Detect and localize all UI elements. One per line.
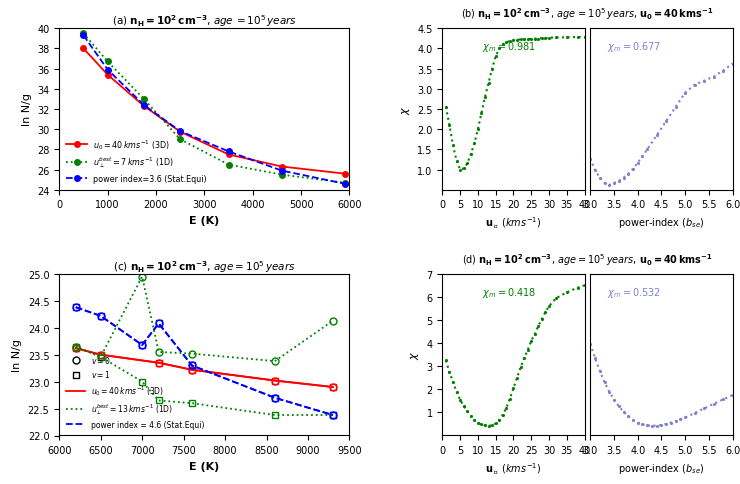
Legend: $u_0 = 40\,kms^{-1}$ (3D), $u^{best}_{\perp} = 7\,kms^{-1}$ (1D), power index=3.: $u_0 = 40\,kms^{-1}$ (3D), $u^{best}_{\p… xyxy=(63,134,210,186)
Text: $\chi_m =0.418$: $\chi_m =0.418$ xyxy=(482,286,536,300)
Y-axis label: $\chi$: $\chi$ xyxy=(400,105,411,114)
Y-axis label: ln N/g: ln N/g xyxy=(12,338,22,371)
Text: (d) $\mathbf{n_H = 10^2\,cm^{-3}}$, $\mathit{age=10^5\,years}$, $\mathbf{u_0 = 4: (d) $\mathbf{n_H = 10^2\,cm^{-3}}$, $\ma… xyxy=(462,251,713,267)
Y-axis label: $\chi$: $\chi$ xyxy=(408,350,421,360)
Title: (c) $\mathbf{n_H = 10^2\,cm^{-3}}$, $\mathit{age=10^5\,years}$: (c) $\mathbf{n_H = 10^2\,cm^{-3}}$, $\ma… xyxy=(113,258,296,274)
Text: (b) $\mathbf{n_H = 10^2\,cm^{-3}}$, $\mathit{age\,=10^5\,years}$, $\mathbf{u_0 =: (b) $\mathbf{n_H = 10^2\,cm^{-3}}$, $\ma… xyxy=(461,6,713,22)
Text: $\chi_m =0.981$: $\chi_m =0.981$ xyxy=(482,40,536,54)
Legend: $v=0$, $v=1$, $u_0 = 40\,kms^{-1}$ (3D), $u^{best}_{\perp} = 13\,kms^{-1}$ (1D),: $v=0$, $v=1$, $u_0 = 40\,kms^{-1}$ (3D),… xyxy=(63,351,208,432)
X-axis label: power-index $(b_{se})$: power-index $(b_{se})$ xyxy=(618,461,704,475)
X-axis label: E (K): E (K) xyxy=(189,461,220,471)
X-axis label: $\mathbf{u_{\perp}}$ $(\mathit{kms^{-1}})$: $\mathbf{u_{\perp}}$ $(\mathit{kms^{-1}}… xyxy=(485,461,542,476)
Title: (a) $\mathbf{n_H = 10^2\,cm^{-3}}$, $\mathit{age\,=10^5\,years}$: (a) $\mathbf{n_H = 10^2\,cm^{-3}}$, $\ma… xyxy=(112,13,297,29)
Text: $\chi_m =0.677$: $\chi_m =0.677$ xyxy=(608,40,662,54)
X-axis label: $\mathbf{u_{\perp}}$ $(\mathit{kms^{-1}})$: $\mathbf{u_{\perp}}$ $(\mathit{kms^{-1}}… xyxy=(485,215,542,230)
Y-axis label: ln N/g: ln N/g xyxy=(21,93,32,126)
Text: $\chi_m =0.532$: $\chi_m =0.532$ xyxy=(608,286,662,300)
X-axis label: E (K): E (K) xyxy=(189,215,220,226)
X-axis label: power-index $(b_{se})$: power-index $(b_{se})$ xyxy=(618,215,704,229)
